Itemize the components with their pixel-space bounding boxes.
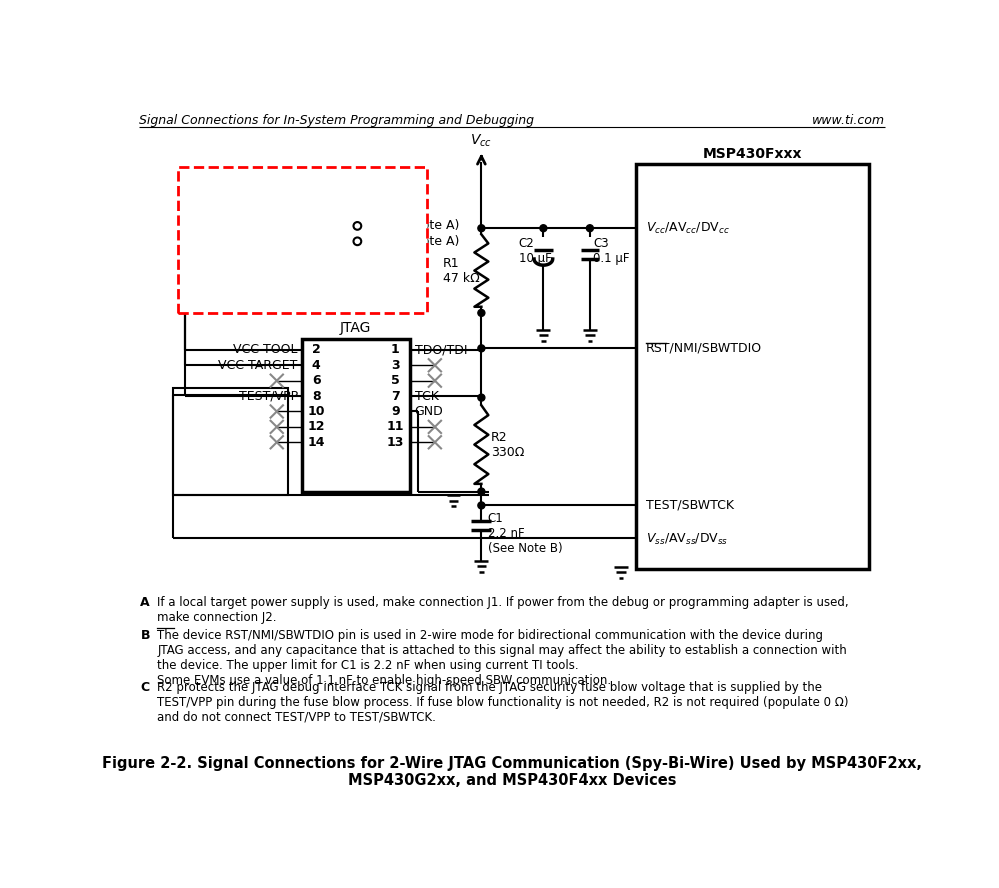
Text: R1
47 kΩ: R1 47 kΩ [443,257,480,284]
Text: 3: 3 [391,359,400,372]
Text: 14: 14 [308,436,325,448]
Text: $V_{cc}$: $V_{cc}$ [471,133,493,149]
Bar [173,387,288,496]
Text: B: B [141,629,150,642]
Circle shape [478,488,485,495]
Text: VCC TOOL: VCC TOOL [233,344,298,356]
Circle shape [586,225,593,232]
Text: 11: 11 [387,420,405,433]
Text: 6: 6 [312,374,321,387]
Text: Important to connect: Important to connect [215,171,391,186]
Text: 10: 10 [308,405,325,418]
Text: TCK: TCK [415,390,439,402]
Text: A: A [141,596,150,608]
Text: R2
330Ω: R2 330Ω [491,431,524,458]
Text: 7: 7 [391,390,400,402]
Text: J1 (see Note A): J1 (see Note A) [367,219,461,233]
Text: GND: GND [415,405,444,418]
Bar [302,339,410,492]
Text: VCC TARGET: VCC TARGET [219,359,298,372]
Text: 13: 13 [387,436,404,448]
Text: C1
2.2 nF
(See Note B): C1 2.2 nF (See Note B) [488,511,562,555]
Circle shape [478,394,485,401]
Text: RST/NMI/SBWTDIO: RST/NMI/SBWTDIO [645,342,762,355]
Text: Signal Connections for In-System Programming and Debugging: Signal Connections for In-System Program… [139,114,533,127]
Text: The device RST/NMI/SBWTDIO pin is used in 2-wire mode for bidirectional communic: The device RST/NMI/SBWTDIO pin is used i… [158,629,847,686]
Text: J2 (see Note A): J2 (see Note A) [367,234,461,248]
Circle shape [478,502,485,509]
Circle shape [478,345,485,352]
Circle shape [354,222,362,230]
Text: 9: 9 [391,405,400,418]
Text: $V_{ss}$/AV$_{ss}$/DV$_{ss}$: $V_{ss}$/AV$_{ss}$/DV$_{ss}$ [645,532,728,547]
Text: 1: 1 [391,344,400,356]
Text: TEST/VPP: TEST/VPP [239,390,298,402]
Text: 12: 12 [308,420,325,433]
Text: C: C [141,681,150,694]
Circle shape [478,309,485,316]
Text: MSP430Fxxx: MSP430Fxxx [703,147,802,162]
Text: If a local target power supply is used, make connection J1. If power from the de: If a local target power supply is used, … [158,596,849,623]
Text: C2
10 μF: C2 10 μF [518,237,551,266]
Text: 2: 2 [312,344,321,356]
Text: 5: 5 [391,374,400,387]
Bar [178,167,428,313]
Text: www.ti.com: www.ti.com [812,114,885,127]
Text: 8: 8 [312,390,321,402]
Text: 4: 4 [312,359,321,372]
Circle shape [478,225,485,232]
Text: TEST/SBWTCK: TEST/SBWTCK [645,499,733,511]
Bar [636,164,869,568]
Text: JTAG: JTAG [340,321,372,336]
Text: Figure 2-2. Signal Connections for 2-Wire JTAG Communication (Spy-Bi-Wire) Used : Figure 2-2. Signal Connections for 2-Wir… [102,756,922,788]
Text: C3
0.1 μF: C3 0.1 μF [593,237,629,266]
Text: TDO/TDI: TDO/TDI [415,344,468,356]
Text: R2 protects the JTAG debug interface TCK signal from the JTAG security fuse blow: R2 protects the JTAG debug interface TCK… [158,681,849,724]
Text: $V_{cc}$/AV$_{cc}$/DV$_{cc}$: $V_{cc}$/AV$_{cc}$/DV$_{cc}$ [645,221,729,236]
Circle shape [539,225,546,232]
Circle shape [354,237,362,245]
